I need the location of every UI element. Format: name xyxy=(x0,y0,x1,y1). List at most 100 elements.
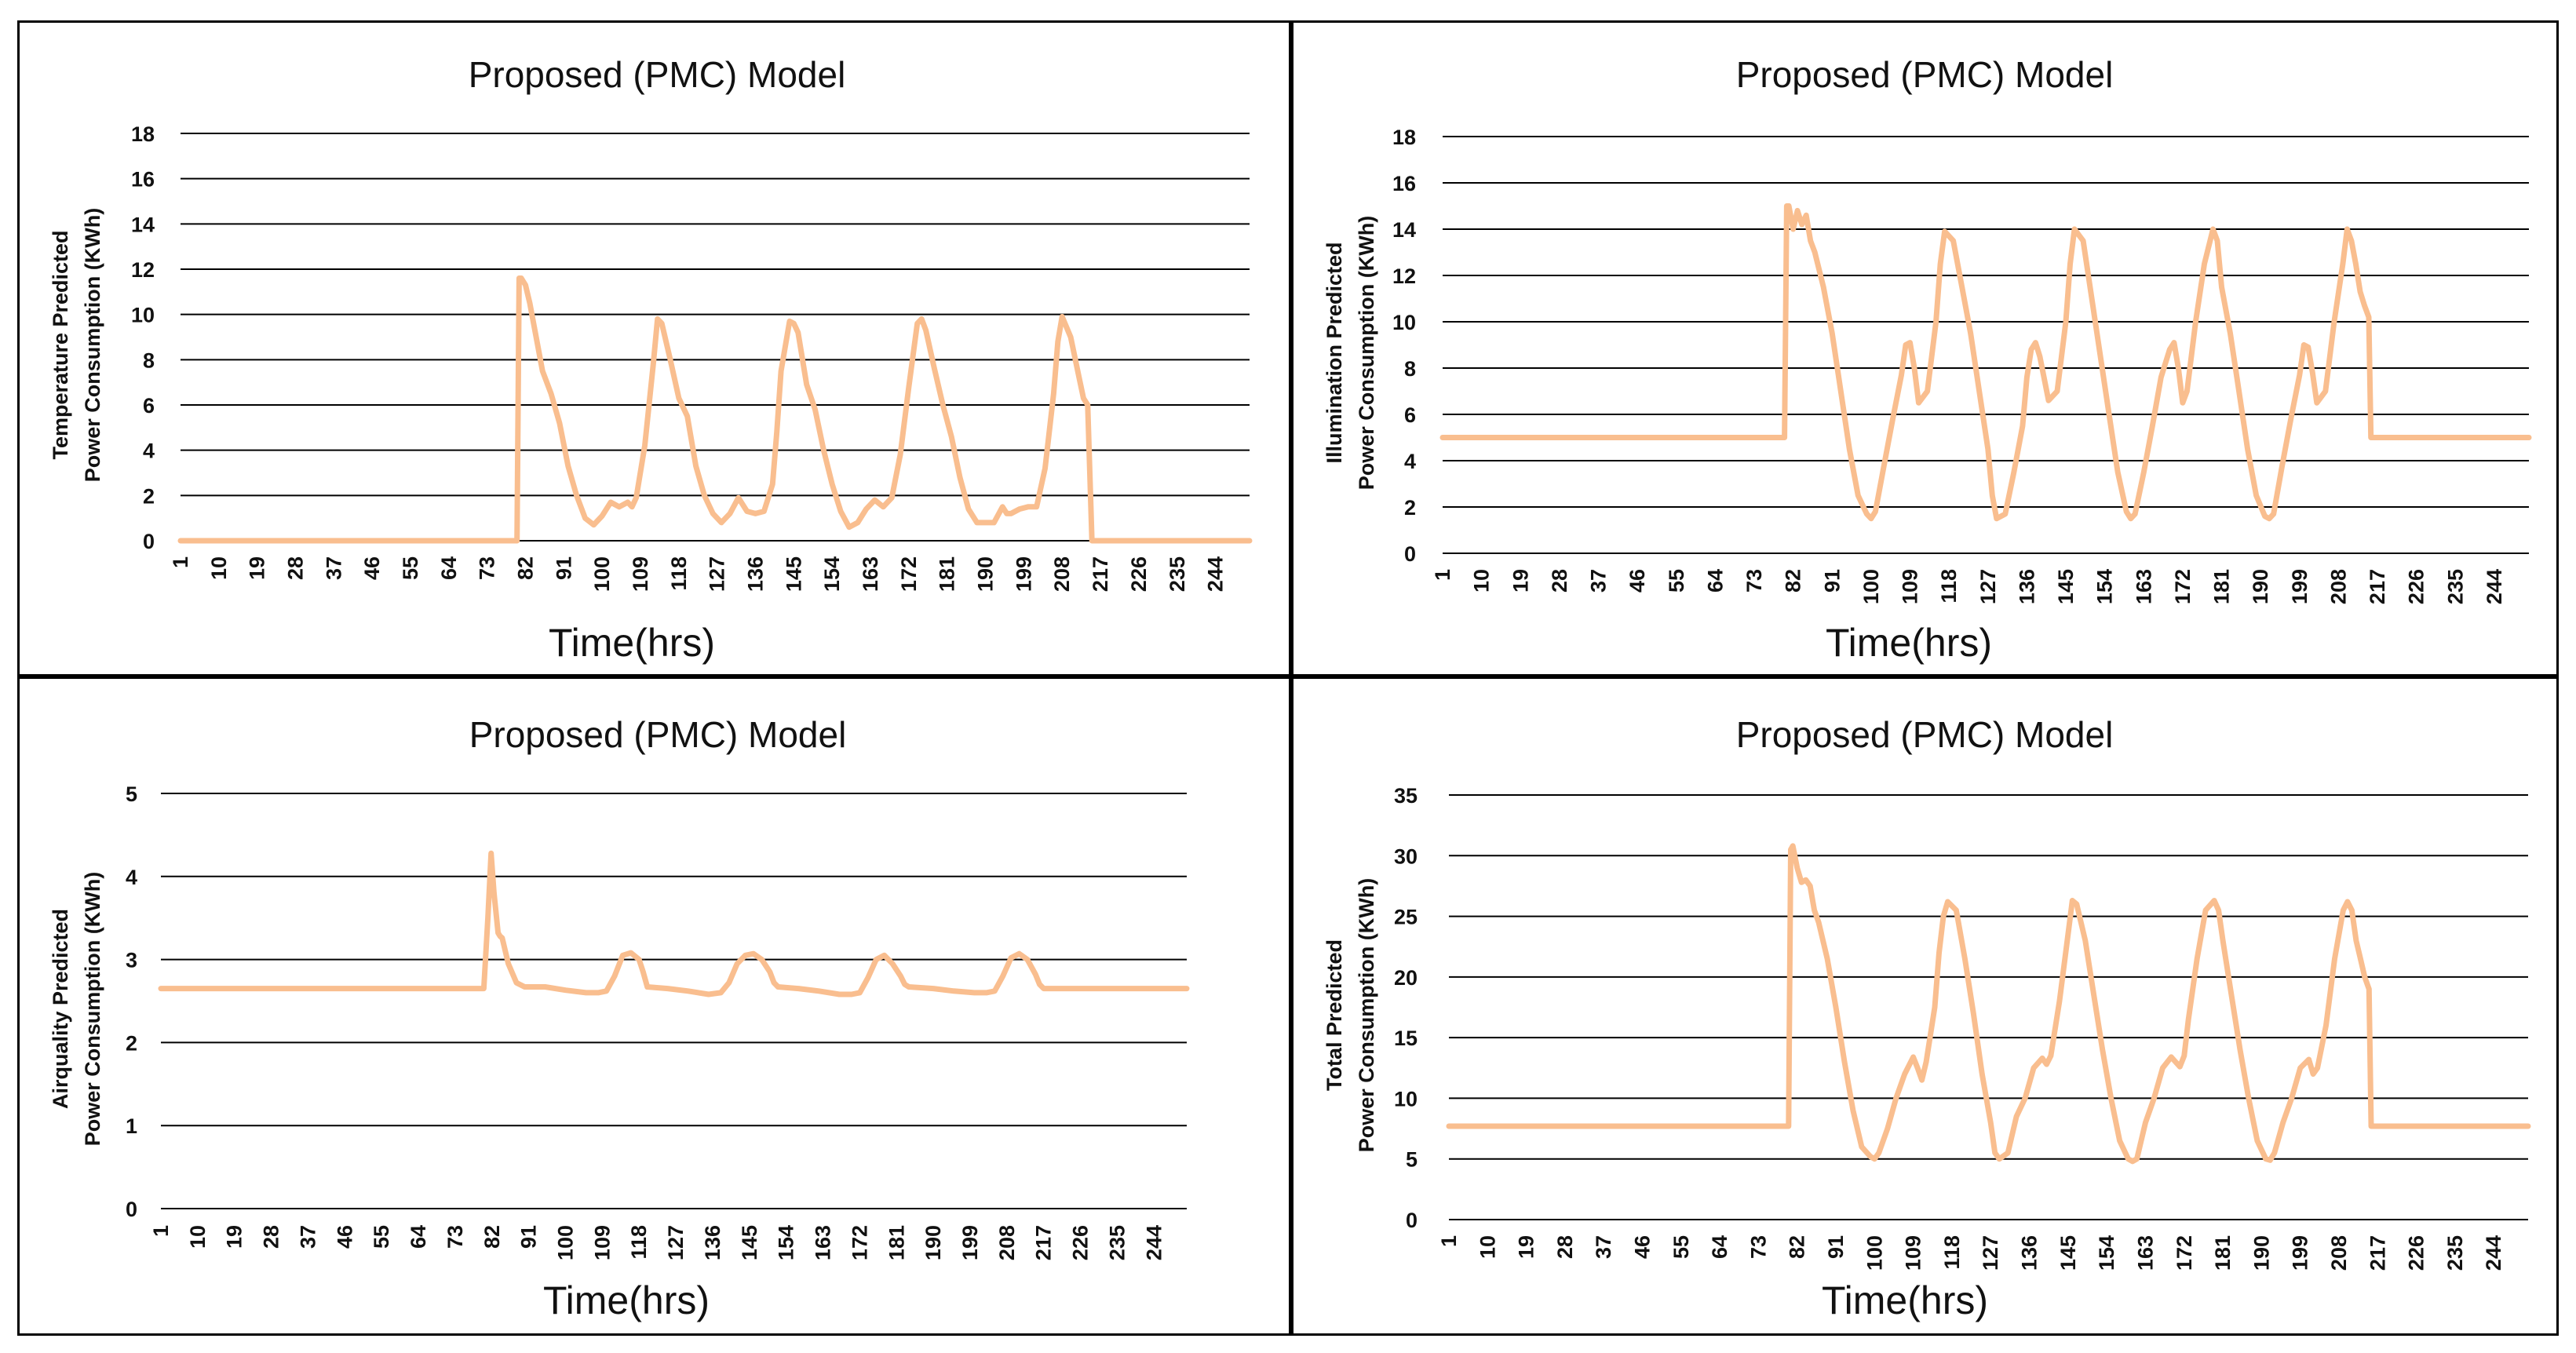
x-tick-label: 10 xyxy=(186,1225,210,1249)
x-tick-label: 163 xyxy=(859,556,882,592)
x-tick-label: 100 xyxy=(590,556,614,592)
x-tick-label: 46 xyxy=(333,1225,356,1249)
x-tick-label: 100 xyxy=(1863,1235,1886,1271)
y-tick-label: 30 xyxy=(1394,844,1418,868)
y-tick-label: 8 xyxy=(143,348,155,372)
series-line xyxy=(1439,203,2532,522)
x-tick-label: 235 xyxy=(1105,1225,1129,1260)
x-tick-label: 10 xyxy=(1470,569,1494,593)
x-tick-label: 199 xyxy=(2288,569,2311,604)
x-tick-label: 46 xyxy=(1626,569,1649,593)
x-tick-label: 235 xyxy=(1166,556,1189,592)
x-tick-label: 226 xyxy=(1127,556,1151,592)
y-tick-label: 4 xyxy=(143,439,155,463)
x-axis-label: Time(hrs) xyxy=(549,621,715,665)
x-tick-label: 163 xyxy=(2133,1235,2157,1271)
y-tick-label: 0 xyxy=(126,1198,137,1221)
y-tick-label: 10 xyxy=(131,304,155,327)
x-tick-label: 172 xyxy=(2173,1235,2196,1271)
x-tick-label: 127 xyxy=(1979,1235,2002,1271)
x-tick-label: 109 xyxy=(1899,569,1922,604)
x-axis-label: Time(hrs) xyxy=(1822,1278,1988,1322)
x-axis-label: Time(hrs) xyxy=(1826,621,1992,665)
chart-title: Proposed (PMC) Model xyxy=(469,714,847,755)
x-tick-label: 163 xyxy=(812,1225,835,1260)
x-axis-label: Time(hrs) xyxy=(543,1278,710,1322)
x-tick-label: 1 xyxy=(1431,569,1454,581)
x-tick-label: 154 xyxy=(2095,1235,2118,1271)
x-tick-label: 181 xyxy=(2211,1235,2235,1271)
y-tick-label: 10 xyxy=(1394,1087,1418,1110)
y-tick-label: 2 xyxy=(1404,496,1416,520)
x-tick-label: 145 xyxy=(738,1225,761,1260)
y-tick-label: 12 xyxy=(1392,264,1416,288)
x-tick-label: 208 xyxy=(995,1225,1019,1260)
x-tick-label: 127 xyxy=(706,556,729,592)
x-tick-label: 190 xyxy=(974,556,998,592)
x-tick-label: 19 xyxy=(246,556,269,580)
y-axis-label-line: Power Consumption (KWh) xyxy=(1355,216,1378,490)
x-tick-label: 109 xyxy=(629,556,652,592)
y-tick-label: 0 xyxy=(1404,542,1416,566)
y-axis-label-line: Temperature Predicted xyxy=(49,230,72,459)
chart-panel-illumination: Proposed (PMC) Model 0 2 4 6 8 10 12 14 16 18 1 10 19… xyxy=(1291,20,2559,676)
y-tick-label: 35 xyxy=(1394,784,1418,808)
x-tick-label: 163 xyxy=(2132,569,2155,604)
x-tick-label: 82 xyxy=(514,556,538,580)
x-tick-label: 64 xyxy=(1703,569,1727,593)
y-tick-label: 16 xyxy=(131,168,155,191)
chart-panel-airquality: Proposed (PMC) Model 0 1 2 3 4 5 1 10 19 28 37 46 55 6… xyxy=(17,676,1291,1336)
x-tick-label: 244 xyxy=(1204,556,1228,592)
y-tick-label: 6 xyxy=(1404,403,1416,427)
series-line xyxy=(177,275,1253,544)
x-tick-label: 37 xyxy=(296,1225,319,1249)
chart-panel-total: Proposed (PMC) Model 0 5 10 15 20 25 30 35 1 10 19 2… xyxy=(1291,676,2559,1336)
x-tick-label: 100 xyxy=(554,1225,578,1260)
y-axis-label-line: Illumination Predicted xyxy=(1323,242,1346,463)
x-tick-label: 226 xyxy=(2405,569,2428,604)
x-tick-label: 226 xyxy=(1069,1225,1093,1260)
x-tick-label: 64 xyxy=(1708,1235,1731,1259)
chart-total: Proposed (PMC) Model 0 5 10 15 20 25 30 35 1 10 19 2… xyxy=(1323,714,2531,1322)
x-tick-label: 46 xyxy=(1631,1235,1655,1259)
chart-title: Proposed (PMC) Model xyxy=(1736,54,2114,95)
x-tick-label: 19 xyxy=(1515,1235,1538,1259)
y-tick-label: 2 xyxy=(143,484,155,508)
x-tick-label: 19 xyxy=(1509,569,1532,593)
x-tick-label: 46 xyxy=(360,556,384,580)
y-axis-label-line: Power Consumption (KWh) xyxy=(1355,878,1378,1152)
x-tick-label: 136 xyxy=(2018,1235,2041,1271)
x-tick-label: 199 xyxy=(958,1225,982,1260)
y-tick-label: 4 xyxy=(126,866,137,889)
x-tick-label: 244 xyxy=(2483,569,2506,604)
x-tick-label: 217 xyxy=(2366,1235,2389,1271)
chart-title: Proposed (PMC) Model xyxy=(1736,714,2114,755)
x-tick-label: 28 xyxy=(260,1225,283,1249)
x-tick-label: 244 xyxy=(2482,1235,2505,1271)
x-tick-label: 73 xyxy=(476,556,499,580)
chart-title: Proposed (PMC) Model xyxy=(469,54,846,95)
x-tick-label: 118 xyxy=(1937,569,1961,604)
y-tick-label: 8 xyxy=(1404,357,1416,381)
y-axis-label-line: Power Consumption (KWh) xyxy=(81,872,104,1146)
x-tick-label: 181 xyxy=(936,556,959,592)
x-tick-label: 10 xyxy=(1476,1235,1499,1259)
y-axis-label-line: Total Predicted xyxy=(1323,939,1346,1091)
y-tick-label: 15 xyxy=(1394,1027,1418,1050)
x-tick-label: 118 xyxy=(627,1225,651,1260)
x-tick-label: 1 xyxy=(1437,1235,1461,1247)
x-tick-label: 1 xyxy=(169,556,192,568)
x-tick-label: 91 xyxy=(552,556,575,580)
x-tick-label: 64 xyxy=(437,556,461,580)
x-tick-label: 136 xyxy=(2015,569,2038,604)
x-tick-label: 37 xyxy=(1587,569,1611,593)
x-tick-label: 55 xyxy=(370,1225,393,1249)
x-tick-label: 55 xyxy=(1665,569,1688,593)
x-tick-label: 91 xyxy=(1824,1235,1848,1259)
y-axis-label-line: Airquality Predicted xyxy=(49,909,72,1109)
y-tick-label: 25 xyxy=(1394,906,1418,929)
x-tick-label: 109 xyxy=(590,1225,614,1260)
